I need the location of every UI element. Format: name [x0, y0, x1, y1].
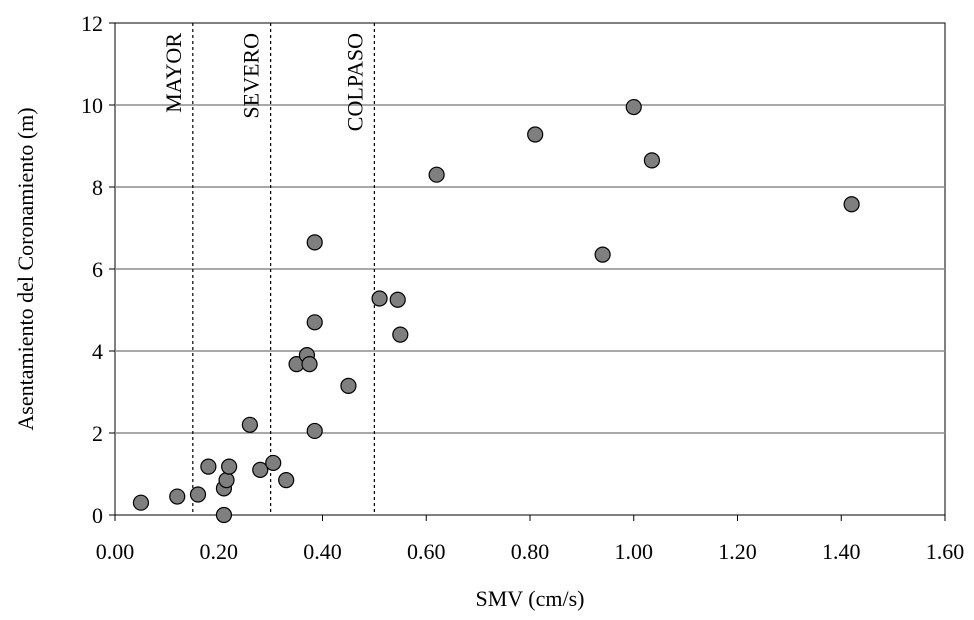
x-tick-label: 0.60: [407, 539, 446, 564]
axes: 0 2 4 6 8 10 12 0.00 0.20 0.40 0.60 0.80 1.00 1.20 1.4…: [81, 11, 964, 564]
data-point: [169, 488, 186, 505]
data-point: [189, 486, 207, 503]
data-point: [241, 416, 258, 433]
data-point: [252, 461, 269, 478]
y-tick-label: 4: [92, 339, 103, 364]
threshold-lines: MAYOR SEVERO COLPASO: [161, 23, 375, 515]
data-point: [340, 377, 357, 394]
y-axis-label: Asentamiento del Coronamiento (m): [13, 107, 38, 430]
x-tick-label: 0.20: [200, 539, 239, 564]
y-tick-label: 10: [81, 93, 103, 118]
y-tick-label: 0: [92, 503, 103, 528]
data-point: [306, 234, 323, 251]
y-tick-label: 6: [92, 257, 103, 282]
threshold-label-severo: SEVERO: [239, 33, 264, 119]
data-point: [843, 196, 860, 213]
data-point: [278, 472, 295, 489]
data-point: [200, 458, 217, 475]
data-point: [132, 494, 150, 511]
data-point: [527, 126, 544, 143]
data-point: [389, 291, 406, 308]
data-point: [428, 166, 445, 183]
x-tick-label: 0.80: [511, 539, 550, 564]
x-axis-label: SMV (cm/s): [476, 586, 585, 611]
data-point: [215, 506, 233, 524]
x-tick-label: 0.40: [303, 539, 342, 564]
x-tick-label: 1.00: [615, 539, 654, 564]
y-tick-label: 12: [81, 11, 103, 36]
x-tick-label: 1.40: [822, 539, 861, 564]
data-point: [392, 326, 409, 343]
threshold-label-mayor: MAYOR: [161, 33, 186, 113]
gridlines: [115, 104, 945, 434]
data-point: [306, 314, 323, 331]
data-point: [221, 458, 238, 475]
data-point: [625, 98, 642, 116]
x-tick-label: 0.00: [96, 539, 135, 564]
data-point: [306, 422, 323, 440]
x-tick-label: 1.60: [926, 539, 965, 564]
y-tick-label: 2: [92, 421, 103, 446]
data-point: [218, 472, 235, 489]
data-point: [301, 356, 318, 373]
data-point: [643, 152, 661, 169]
data-points: [132, 98, 860, 524]
data-point: [265, 454, 282, 472]
x-tick-label: 1.20: [718, 539, 757, 564]
data-point: [371, 290, 388, 307]
y-tick-label: 8: [92, 175, 103, 200]
data-point: [594, 246, 611, 263]
threshold-label-colpaso: COLPASO: [342, 33, 367, 131]
